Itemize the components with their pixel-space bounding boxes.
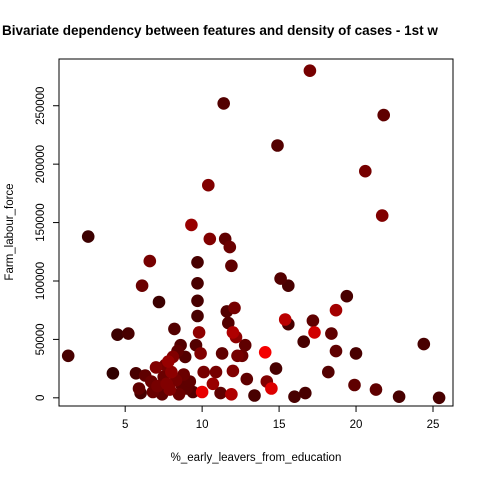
scatter-point — [191, 255, 204, 269]
scatter-point — [122, 327, 135, 340]
scatter-point — [369, 383, 383, 396]
scatter-point — [258, 346, 272, 359]
scatter-point — [197, 365, 210, 379]
scatter-point — [269, 362, 283, 375]
scatter-point — [265, 382, 278, 395]
scatter-point — [306, 314, 320, 328]
scatter-point — [135, 279, 149, 293]
x-tick-label: 25 — [427, 419, 440, 431]
scatter-point — [392, 390, 406, 404]
y-tick-label: 100000 — [35, 262, 47, 300]
scatter-point — [225, 388, 238, 401]
x-axis-label: %_early_leavers_from_education — [171, 452, 342, 464]
scatter-point — [325, 327, 338, 340]
scatter-point — [214, 386, 227, 400]
scatter-point — [329, 344, 343, 358]
scatter-point — [308, 326, 321, 339]
scatter-point — [163, 383, 177, 396]
scatter-point — [225, 259, 238, 273]
y-tick-label: 250000 — [35, 87, 47, 125]
scatter-point — [359, 164, 372, 178]
scatter-point — [191, 309, 204, 323]
scatter-point — [191, 277, 204, 290]
scatter-point — [349, 347, 363, 360]
y-axis-label: Farm_labour_force — [4, 183, 16, 280]
x-tick-label: 20 — [350, 419, 363, 431]
scatter-point — [209, 365, 223, 379]
plot-frame — [58, 58, 454, 407]
scatter-point — [340, 289, 354, 303]
y-tick-label: 150000 — [35, 203, 47, 241]
scatter-point — [191, 294, 204, 308]
scatter-point — [132, 382, 146, 395]
scatter-point — [278, 313, 292, 326]
scatter-point — [299, 386, 312, 400]
scatter-point — [111, 328, 124, 342]
y-tick-label: 50000 — [35, 323, 47, 355]
scatter-point — [165, 365, 178, 379]
scatter-point — [228, 301, 241, 315]
scatter-point — [185, 218, 198, 232]
scatter-point — [231, 349, 244, 363]
scatter-point — [106, 367, 120, 380]
scatter-point — [217, 97, 230, 110]
scatter-point — [223, 240, 237, 254]
scatter-point — [226, 364, 240, 378]
chart-title: Bivariate dependency between features an… — [2, 23, 438, 38]
scatter-point — [215, 347, 229, 360]
scatter-point — [288, 390, 301, 404]
scatter-point — [329, 303, 343, 317]
x-tick-label: 10 — [196, 419, 209, 431]
scatter-point — [240, 372, 254, 386]
scatter-point — [222, 316, 235, 330]
x-tick-label: 5 — [122, 419, 128, 431]
scatter-point — [417, 337, 431, 351]
scatter-point — [149, 361, 163, 374]
y-tick-label: 200000 — [35, 145, 47, 183]
scatter-point — [192, 326, 206, 339]
scatter-point — [202, 178, 215, 192]
scatter-point — [143, 254, 157, 268]
scatter-point — [375, 209, 389, 222]
scatter-point — [168, 322, 181, 336]
scatter-point — [432, 391, 446, 405]
scatter-point — [377, 108, 391, 122]
scatter-point — [152, 295, 166, 309]
points-layer — [61, 64, 446, 405]
scatter-point — [271, 139, 284, 152]
scatter-point — [238, 338, 252, 352]
scatter-point — [322, 365, 335, 379]
scatter-point — [226, 326, 240, 339]
scatter-point — [303, 64, 317, 77]
scatter-point — [248, 389, 261, 402]
x-tick-label: 15 — [273, 419, 286, 431]
scatter-point — [194, 347, 207, 360]
y-tick-label: 0 — [35, 395, 47, 401]
scatter-point — [195, 385, 209, 399]
y-axis: 0 50000 100000 150000 200000 250000 — [35, 87, 59, 401]
scatter-point — [297, 335, 311, 349]
x-axis: 5 10 15 20 25 — [122, 406, 439, 431]
scatter-point — [81, 230, 95, 243]
scatter-point — [61, 349, 75, 363]
scatter-point — [348, 378, 361, 392]
scatter-point — [162, 355, 175, 368]
scatter-point — [274, 272, 287, 285]
scatter-point — [203, 232, 217, 246]
scatter-point — [206, 377, 220, 391]
